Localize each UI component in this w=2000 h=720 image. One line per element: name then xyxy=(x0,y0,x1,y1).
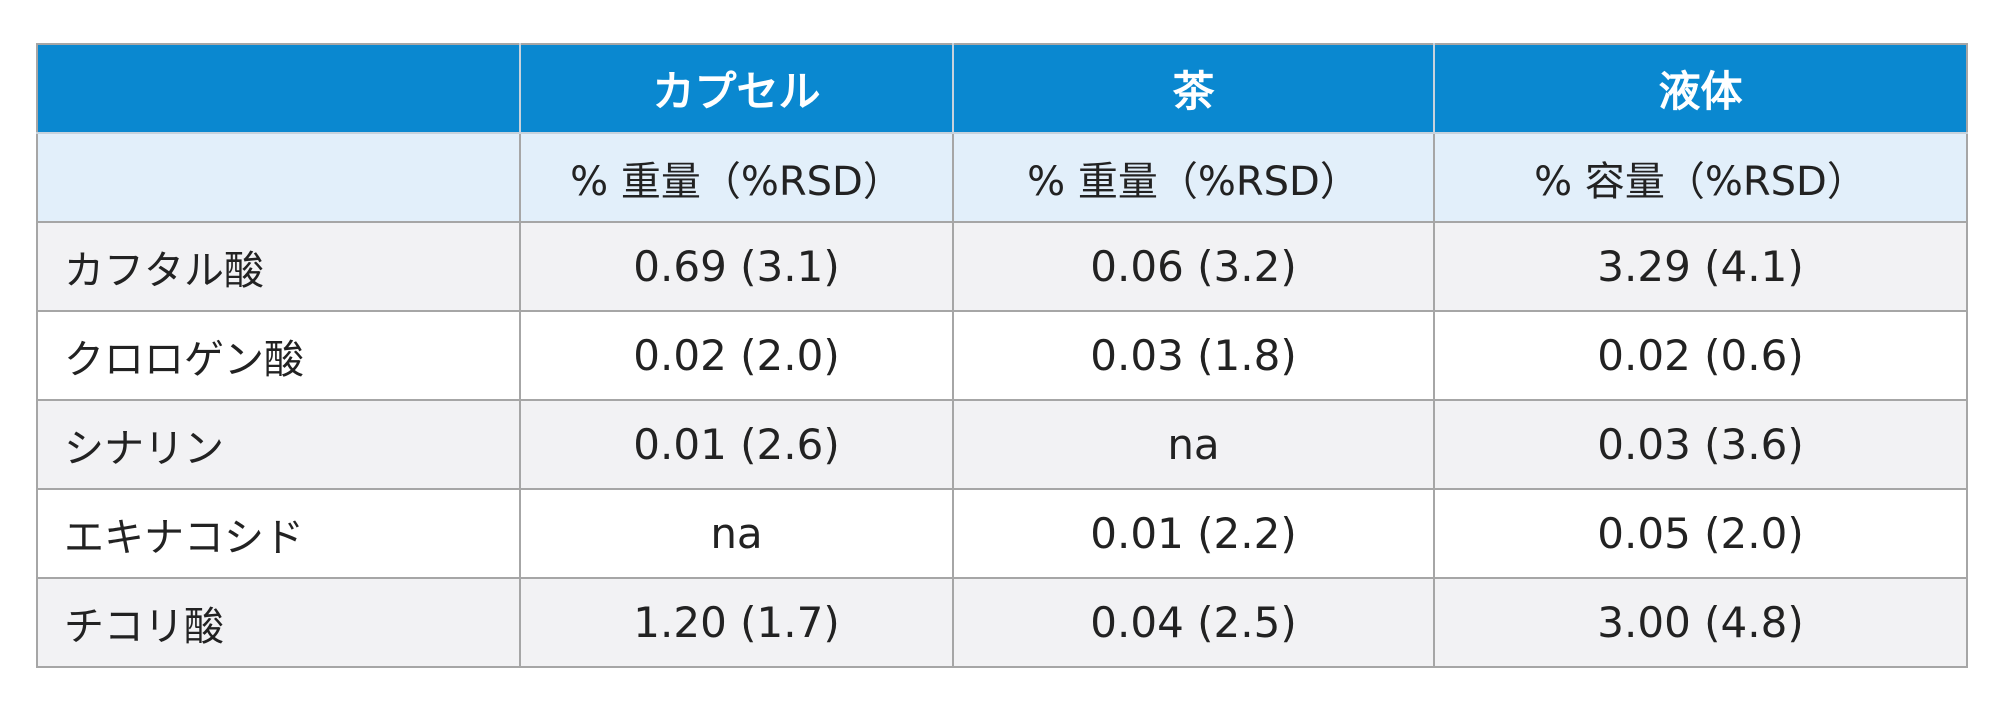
header-capsule: カプセル xyxy=(519,43,954,134)
unit-row: % 重量（%RSD） % 重量（%RSD） % 容量（%RSD） xyxy=(36,132,1968,223)
table-row: エキナコシド na 0.01 (2.2) 0.05 (2.0) xyxy=(36,488,1968,579)
row-label: クロロゲン酸 xyxy=(36,310,521,401)
table-cell: na xyxy=(952,399,1435,490)
row-label: エキナコシド xyxy=(36,488,521,579)
header-corner-cell xyxy=(36,43,521,134)
table-cell: na xyxy=(519,488,954,579)
table-row: チコリ酸 1.20 (1.7) 0.04 (2.5) 3.00 (4.8) xyxy=(36,577,1968,668)
header-tea: 茶 xyxy=(952,43,1435,134)
table-cell: 3.00 (4.8) xyxy=(1433,577,1968,668)
row-label: カフタル酸 xyxy=(36,221,521,312)
table-cell: 0.01 (2.2) xyxy=(952,488,1435,579)
table-cell: 0.02 (2.0) xyxy=(519,310,954,401)
table-row: カフタル酸 0.69 (3.1) 0.06 (3.2) 3.29 (4.1) xyxy=(36,221,1968,312)
table-cell: 0.01 (2.6) xyxy=(519,399,954,490)
results-table: カプセル 茶 液体 % 重量（%RSD） % 重量（%RSD） % 容量（%RS… xyxy=(36,43,1968,668)
table-cell: 0.05 (2.0) xyxy=(1433,488,1968,579)
row-label: チコリ酸 xyxy=(36,577,521,668)
header-liquid: 液体 xyxy=(1433,43,1968,134)
table-cell: 1.20 (1.7) xyxy=(519,577,954,668)
unit-capsule: % 重量（%RSD） xyxy=(519,132,954,223)
table-cell: 0.04 (2.5) xyxy=(952,577,1435,668)
header-row: カプセル 茶 液体 xyxy=(36,43,1968,134)
table-cell: 0.69 (3.1) xyxy=(519,221,954,312)
unit-corner-cell xyxy=(36,132,521,223)
row-label: シナリン xyxy=(36,399,521,490)
table-cell: 3.29 (4.1) xyxy=(1433,221,1968,312)
table-cell: 0.03 (1.8) xyxy=(952,310,1435,401)
unit-tea: % 重量（%RSD） xyxy=(952,132,1435,223)
table-row: シナリン 0.01 (2.6) na 0.03 (3.6) xyxy=(36,399,1968,490)
table-cell: 0.06 (3.2) xyxy=(952,221,1435,312)
table-row: クロロゲン酸 0.02 (2.0) 0.03 (1.8) 0.02 (0.6) xyxy=(36,310,1968,401)
table-cell: 0.03 (3.6) xyxy=(1433,399,1968,490)
unit-liquid: % 容量（%RSD） xyxy=(1433,132,1968,223)
table-cell: 0.02 (0.6) xyxy=(1433,310,1968,401)
